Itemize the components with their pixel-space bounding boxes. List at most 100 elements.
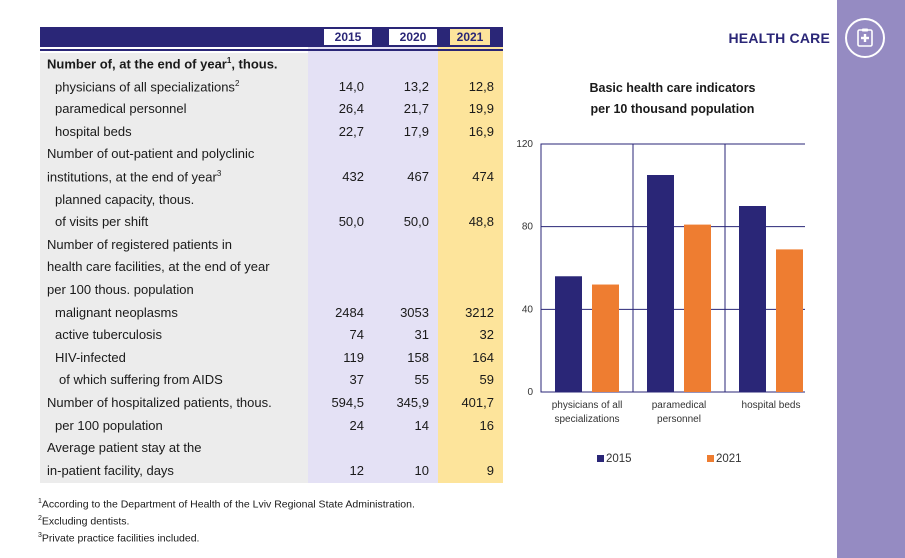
row-label: in-patient facility, days (47, 463, 174, 478)
row-label: Average patient stay at the (47, 440, 201, 455)
row-label-text: malignant neoplasms (55, 304, 178, 320)
x-category-label: hospital beds (742, 400, 801, 411)
value-2015: 50,0 (338, 214, 364, 230)
footnote-marker: 1 (226, 56, 232, 65)
table-row: health care facilities, at the end of ye… (40, 256, 503, 278)
table-row: of which suffering from AIDS 37 55 59 (40, 369, 503, 391)
chart-title-line: Basic health care indicators (589, 81, 756, 95)
right-sidebar-band (837, 0, 905, 558)
value-2015: 594,5 (331, 395, 364, 410)
y-tick-label: 80 (522, 222, 534, 233)
row-label-text: Number of hospitalized patients, thous. (47, 395, 272, 410)
value-2015: 12 (349, 462, 364, 478)
row-label-text: health care facilities, at the end of ye… (47, 259, 270, 275)
row-label: malignant neoplasms (55, 305, 178, 320)
value-2021: 16,9 (468, 123, 494, 139)
row-label: active tuberculosis (55, 327, 162, 342)
table-row: per 100 thous. population (40, 279, 503, 301)
value-2021: 401,7 (461, 395, 494, 410)
row-label: health care facilities, at the end of ye… (47, 259, 270, 274)
value-2015: 119 (343, 349, 364, 365)
row-label: of which suffering from AIDS (59, 372, 223, 387)
value-2021: 19,9 (468, 101, 494, 117)
row-label-text: hospital beds (55, 123, 132, 139)
legend-swatch-2021 (707, 455, 714, 462)
footnote-number: 1 (38, 498, 42, 505)
row-label-text: of which suffering from AIDS (59, 372, 223, 388)
footnote-marker: 2 (234, 78, 240, 88)
table-row: paramedical personnel 26,4 21,7 19,9 (40, 98, 503, 120)
footnote: 1According to the Department of Health o… (38, 495, 415, 512)
row-label-tail: , thous. (231, 56, 278, 72)
table-header-bar (40, 27, 503, 47)
section-title: HEALTH CARE (728, 30, 830, 46)
row-label: paramedical personnel (55, 101, 187, 116)
footnote: 3Private practice facilities included. (38, 529, 415, 546)
legend-label-2021: 2021 (716, 453, 742, 465)
footnote-text: Private practice facilities included. (41, 532, 200, 545)
value-2015: 26,4 (338, 101, 364, 117)
value-2015: 22,7 (338, 123, 364, 139)
table-row: malignant neoplasms 2484 3053 3212 (40, 302, 503, 324)
value-2020: 31 (414, 327, 429, 343)
bar-2015 (739, 206, 766, 392)
row-label-text: of visits per shift (55, 214, 149, 230)
label-column-background (40, 53, 308, 483)
row-label: institutions, at the end of year3 (47, 169, 221, 184)
medical-cross-icon (845, 18, 885, 58)
row-label-text: in-patient facility, days (47, 462, 174, 478)
row-label-text: Number of out-patient and polyclinic (47, 146, 255, 162)
chart-title: Basic health care indicators per 10 thou… (575, 78, 770, 120)
value-2021: 16 (479, 417, 494, 433)
column-2020-background (373, 27, 438, 483)
table-row: Number of, at the end of year1, thous. (40, 53, 503, 75)
value-2020: 158 (407, 349, 429, 365)
value-2021: 3212 (465, 304, 494, 320)
table-row: per 100 population 24 14 16 (40, 415, 503, 437)
value-2021: 32 (479, 327, 494, 343)
value-2021: 164 (472, 349, 494, 365)
footnote-text: According to the Department of Health of… (41, 498, 415, 511)
legend-label-2015: 2015 (606, 453, 632, 465)
row-label: physicians of all specializations2 (55, 79, 239, 94)
column-2021-background (438, 27, 503, 483)
value-2020: 55 (414, 372, 429, 388)
row-label: of visits per shift (55, 214, 148, 229)
row-label: HIV-infected (55, 350, 126, 365)
table-row: Number of registered patients in (40, 234, 503, 256)
value-2020: 13,2 (403, 78, 429, 94)
row-label-text: institutions, at the end of year (47, 169, 217, 185)
table-row: planned capacity, thous. (40, 189, 503, 211)
year-header-2015: 2015 (324, 29, 372, 45)
bar-2021 (776, 249, 803, 392)
x-category-label: specializations (554, 414, 619, 425)
value-2021: 59 (479, 372, 494, 388)
value-2021: 12,8 (468, 78, 494, 94)
table-row: Number of out-patient and polyclinic (40, 143, 503, 165)
row-label-text: HIV-infected (55, 349, 126, 365)
table-row: hospital beds 22,7 17,9 16,9 (40, 121, 503, 143)
y-tick-label: 40 (522, 304, 534, 315)
value-2020: 50,0 (403, 214, 429, 230)
row-label-text: Number of registered patients in (47, 236, 232, 252)
footnote-marker: 3 (216, 169, 222, 178)
row-label-text: Number of, at the end of year (47, 56, 227, 72)
bar-2015 (647, 175, 674, 392)
row-label-text: active tuberculosis (55, 327, 162, 343)
table-row: HIV-infected 119 158 164 (40, 347, 503, 369)
footnote-text: Excluding dentists. (41, 515, 130, 528)
year-header-2021: 2021 (450, 29, 490, 45)
row-label: Number of, at the end of year1, thous. (47, 56, 278, 71)
value-2020: 14 (414, 417, 429, 433)
value-2015: 37 (349, 372, 364, 388)
row-label: hospital beds (55, 124, 132, 139)
footnote-number: 3 (38, 532, 42, 539)
footnotes: 1According to the Department of Health o… (38, 495, 415, 546)
row-label-text: Average patient stay at the (47, 440, 202, 456)
row-label: planned capacity, thous. (55, 192, 194, 207)
row-label-text: paramedical personnel (55, 101, 187, 117)
value-2021: 9 (486, 462, 494, 478)
bar-chart: 0 40 80 120 physicians of all specializations… (516, 139, 805, 465)
table-row: physicians of all specializations2 14,0 13… (40, 76, 503, 98)
bar-2021 (684, 224, 711, 392)
